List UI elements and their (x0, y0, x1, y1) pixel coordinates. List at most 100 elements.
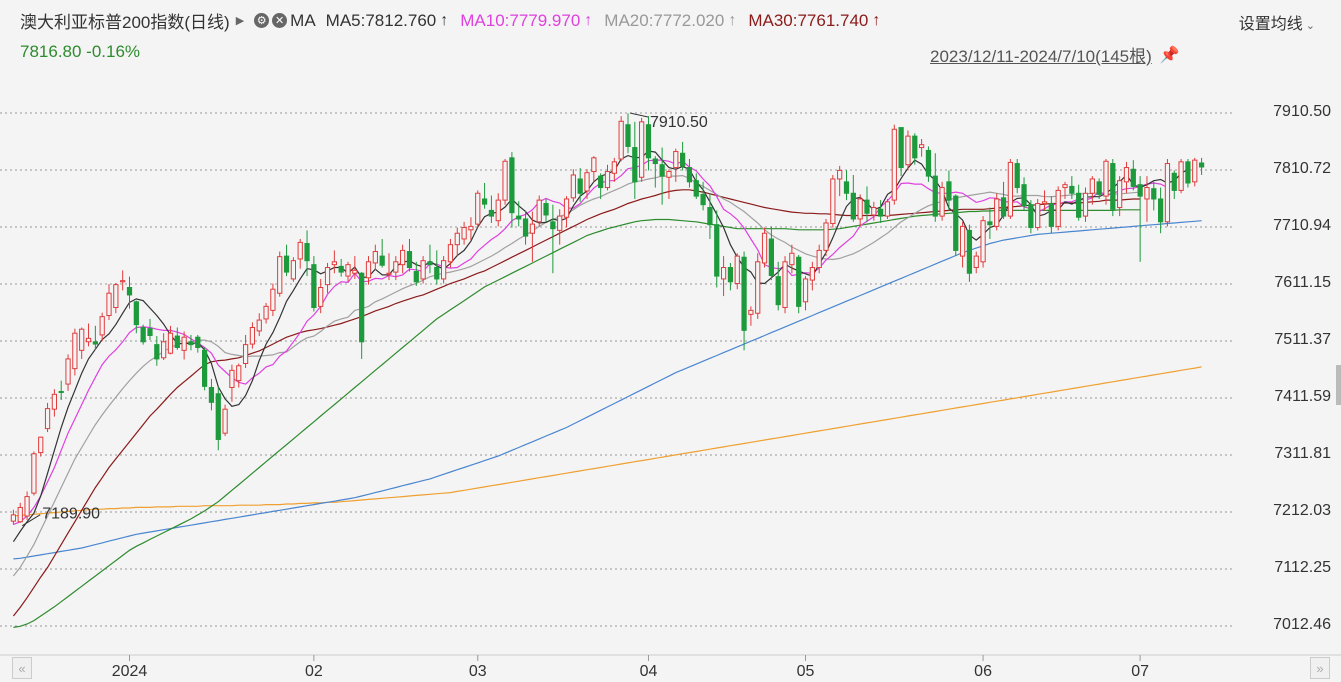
candle-body (925, 149, 932, 177)
candle-body (1164, 163, 1171, 223)
candle-body (755, 261, 761, 314)
candle-body (584, 172, 590, 192)
ma120-line (13, 220, 1202, 560)
x-tick-label: 05 (796, 663, 815, 680)
candle-body (878, 208, 884, 217)
candle-body (24, 496, 30, 517)
candle-body (645, 124, 652, 159)
candle-body (406, 251, 413, 269)
candle-body (85, 337, 92, 343)
candle-body (1123, 167, 1130, 183)
candle-body (393, 261, 399, 273)
candle-body (345, 264, 351, 277)
candle-body (686, 167, 693, 183)
candle-body (283, 255, 290, 273)
candle-body (679, 152, 686, 167)
date-range-text[interactable]: 2023/12/11-2024/7/10(145根) (930, 47, 1152, 66)
candle-body (386, 272, 392, 275)
candle-body (748, 309, 754, 315)
candle-body (898, 127, 904, 169)
candle-body (113, 284, 119, 309)
annotation-leader (21, 514, 41, 527)
candle-body (208, 386, 215, 403)
y-tick-label: 7411.59 (1274, 387, 1331, 405)
candle-body (447, 244, 454, 263)
candle-body (987, 221, 993, 226)
candle-body (563, 198, 570, 218)
candle-body (1157, 198, 1164, 223)
candle-body (632, 147, 638, 183)
candle-body (536, 199, 542, 223)
candle-body (830, 178, 836, 225)
candle-body (1192, 159, 1198, 183)
candle-body (1076, 192, 1082, 218)
x-tick-label: 04 (639, 663, 658, 680)
candle-body (727, 267, 734, 283)
y-tick-label: 7212.03 (1273, 501, 1331, 519)
ma250-line (13, 366, 1202, 517)
candle-body (99, 316, 105, 336)
scroll-left-button[interactable]: « (12, 657, 32, 679)
candle-body (652, 158, 658, 165)
chart-header: 澳大利亚标普200指数(日线) ▶ ⚙ ✕ MA MA5:7812.760 ↑ M… (0, 0, 1341, 40)
candle-body (1103, 160, 1109, 197)
candle-body (92, 341, 98, 345)
candle-body (297, 241, 303, 260)
candle-body (932, 175, 938, 217)
candle-body (147, 328, 153, 336)
expand-triangle-icon[interactable]: ▶ (235, 15, 245, 27)
ma30-label: MA30:7761.740 (748, 10, 869, 30)
y-tick-label: 7910.50 (1273, 103, 1331, 120)
candle-body (577, 178, 583, 194)
candle-body (215, 393, 221, 440)
candle-body (140, 327, 146, 343)
candle-body (365, 261, 372, 279)
candle-body (741, 256, 747, 331)
ma5-up-arrow-icon: ↑ (440, 11, 449, 29)
header-row: 澳大利亚标普200指数(日线) ▶ ⚙ ✕ MA MA5:7812.760 ↑ M… (20, 8, 892, 33)
candle-body (181, 336, 187, 351)
candle-body (1035, 203, 1041, 229)
ma-settings-button[interactable]: 设置均线 ⌄ (1239, 10, 1315, 34)
candle-body (884, 201, 891, 217)
ma5-label: MA5:7812.760 (325, 10, 437, 30)
x-tick-label: 02 (304, 663, 323, 680)
candle-body (440, 260, 447, 280)
date-range[interactable]: 2023/12/11-2024/7/10(145根) 📌 (930, 42, 1180, 67)
candle-body (133, 301, 139, 326)
candle-body (1144, 187, 1150, 200)
candle-body (1021, 184, 1027, 207)
ma-label: MA (290, 10, 316, 30)
y-tick-label: 7511.37 (1274, 331, 1331, 348)
scroll-right-button[interactable]: » (1310, 657, 1330, 679)
candle-body (174, 335, 180, 348)
candle-body (51, 393, 58, 410)
close-icon[interactable]: ✕ (272, 13, 288, 28)
candle-body (912, 135, 918, 159)
pin-icon[interactable]: 📌 (1159, 46, 1180, 64)
candle-body (324, 267, 331, 286)
candle-body (468, 225, 474, 231)
gear-icon[interactable]: ⚙ (254, 13, 270, 28)
candle-body (850, 192, 856, 220)
candle-body (693, 180, 699, 197)
candle-body (434, 267, 440, 280)
candle-body (120, 280, 126, 283)
candle-body (359, 272, 365, 343)
candle-body (201, 349, 208, 387)
candle-body (673, 151, 679, 169)
candle-body (481, 198, 488, 205)
candle-body (400, 249, 406, 266)
panel-resize-handle[interactable] (1336, 365, 1341, 405)
candle-body (1151, 188, 1157, 200)
candle-body (72, 332, 78, 370)
candle-body (167, 332, 174, 354)
candle-body (17, 506, 23, 523)
candle-body (939, 187, 945, 217)
candle-body (1137, 184, 1143, 197)
ma20-label: MA20:7772.020 (604, 10, 725, 30)
candle-body (1117, 180, 1123, 209)
candle-body (270, 288, 276, 311)
candle-body (966, 229, 973, 274)
